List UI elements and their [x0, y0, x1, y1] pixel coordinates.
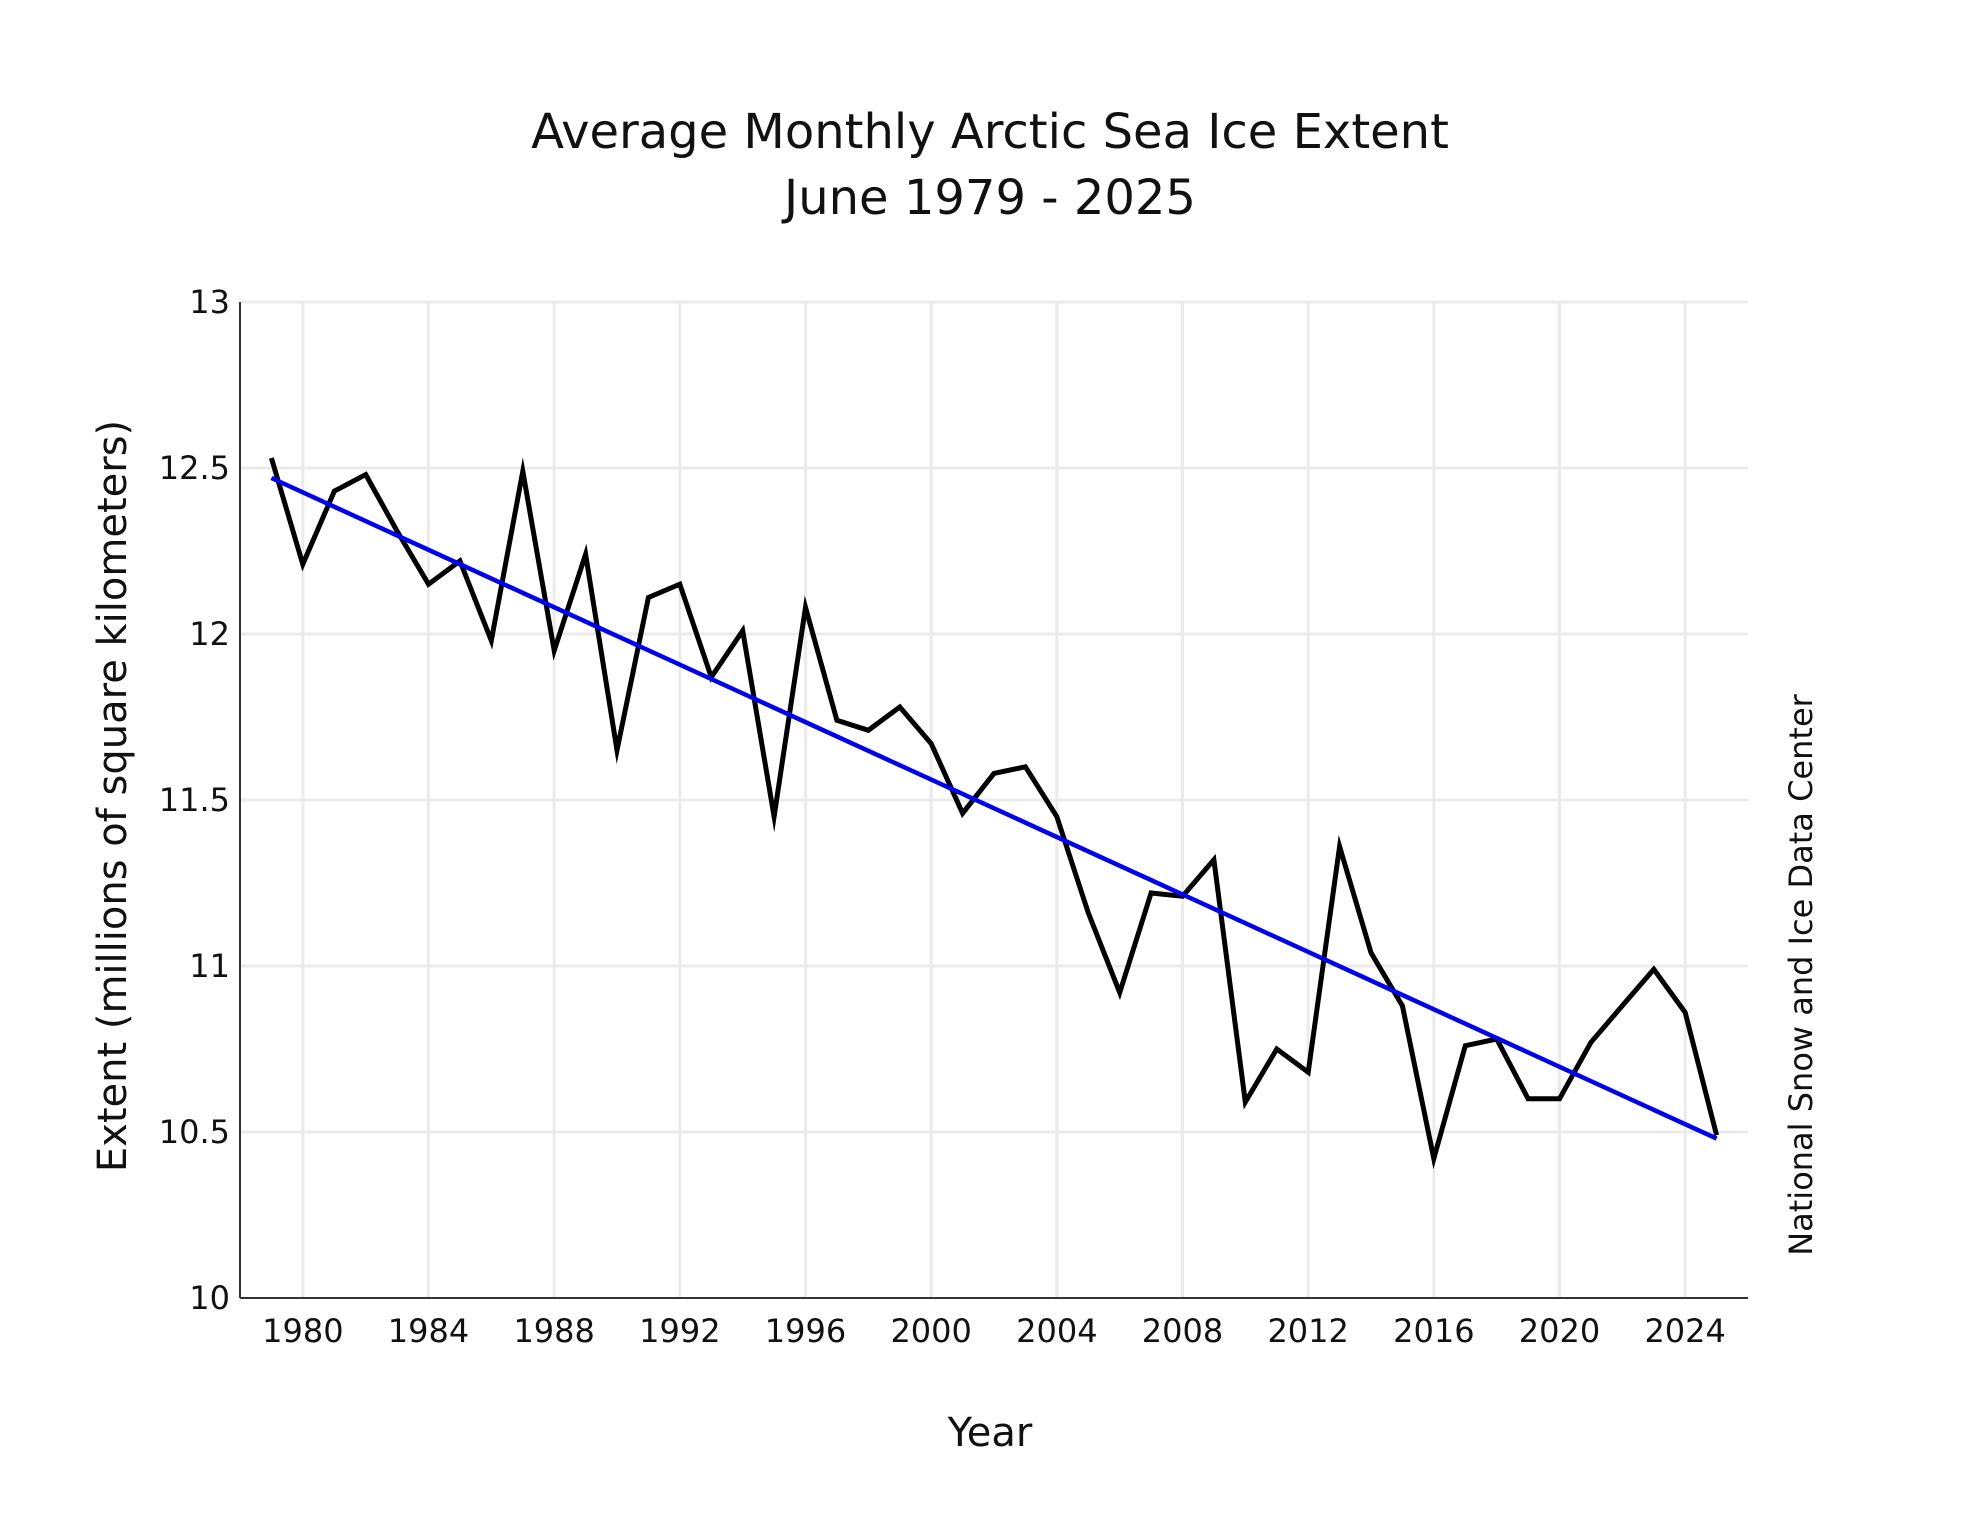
y-tick-label-12: 12 [189, 615, 230, 653]
extent-line [269, 457, 1720, 1170]
x-tick-label-2008: 2008 [1142, 1312, 1223, 1350]
y-tick-label-13: 13 [189, 283, 230, 321]
source-credit: National Snow and Ice Data Center [1782, 693, 1820, 1255]
x-tick-label-2012: 2012 [1267, 1312, 1348, 1350]
x-axis-label: Year [947, 1410, 1033, 1456]
x-tick-label-1988: 1988 [513, 1312, 594, 1350]
trend-line [270, 475, 1718, 1141]
x-tick-label-2024: 2024 [1644, 1312, 1725, 1350]
series-layer [269, 457, 1720, 1170]
chart-title: Average Monthly Arctic Sea Ice Extent Ju… [531, 104, 1449, 226]
x-tick-label-2004: 2004 [1016, 1312, 1097, 1350]
grid [240, 300, 1748, 1298]
y-axis-ticks: 10 10.5 11 11.5 12 12.5 13 [159, 283, 230, 1317]
x-tick-label-2020: 2020 [1519, 1312, 1600, 1350]
chart-title-line-1: Average Monthly Arctic Sea Ice Extent [531, 104, 1449, 160]
y-axis-label: Extent (millions of square kilometers) [90, 420, 136, 1172]
x-tick-label-2016: 2016 [1393, 1312, 1474, 1350]
chart-title-line-2: June 1979 - 2025 [781, 170, 1196, 226]
x-tick-label-1980: 1980 [262, 1312, 343, 1350]
x-tick-label-1992: 1992 [639, 1312, 720, 1350]
x-tick-label-1984: 1984 [388, 1312, 469, 1350]
y-tick-label-11.5: 11.5 [159, 781, 230, 819]
axes [239, 302, 1748, 1299]
x-tick-label-1996: 1996 [765, 1312, 846, 1350]
y-tick-label-10: 10 [189, 1279, 230, 1317]
x-axis-ticks: 1980 1984 1988 1992 1996 2000 2004 2008 2012 2016… [262, 1312, 1726, 1350]
y-tick-label-11: 11 [189, 947, 230, 985]
x-tick-label-2000: 2000 [890, 1312, 971, 1350]
y-tick-label-10.5: 10.5 [159, 1113, 230, 1151]
y-tick-label-12.5: 12.5 [159, 449, 230, 487]
